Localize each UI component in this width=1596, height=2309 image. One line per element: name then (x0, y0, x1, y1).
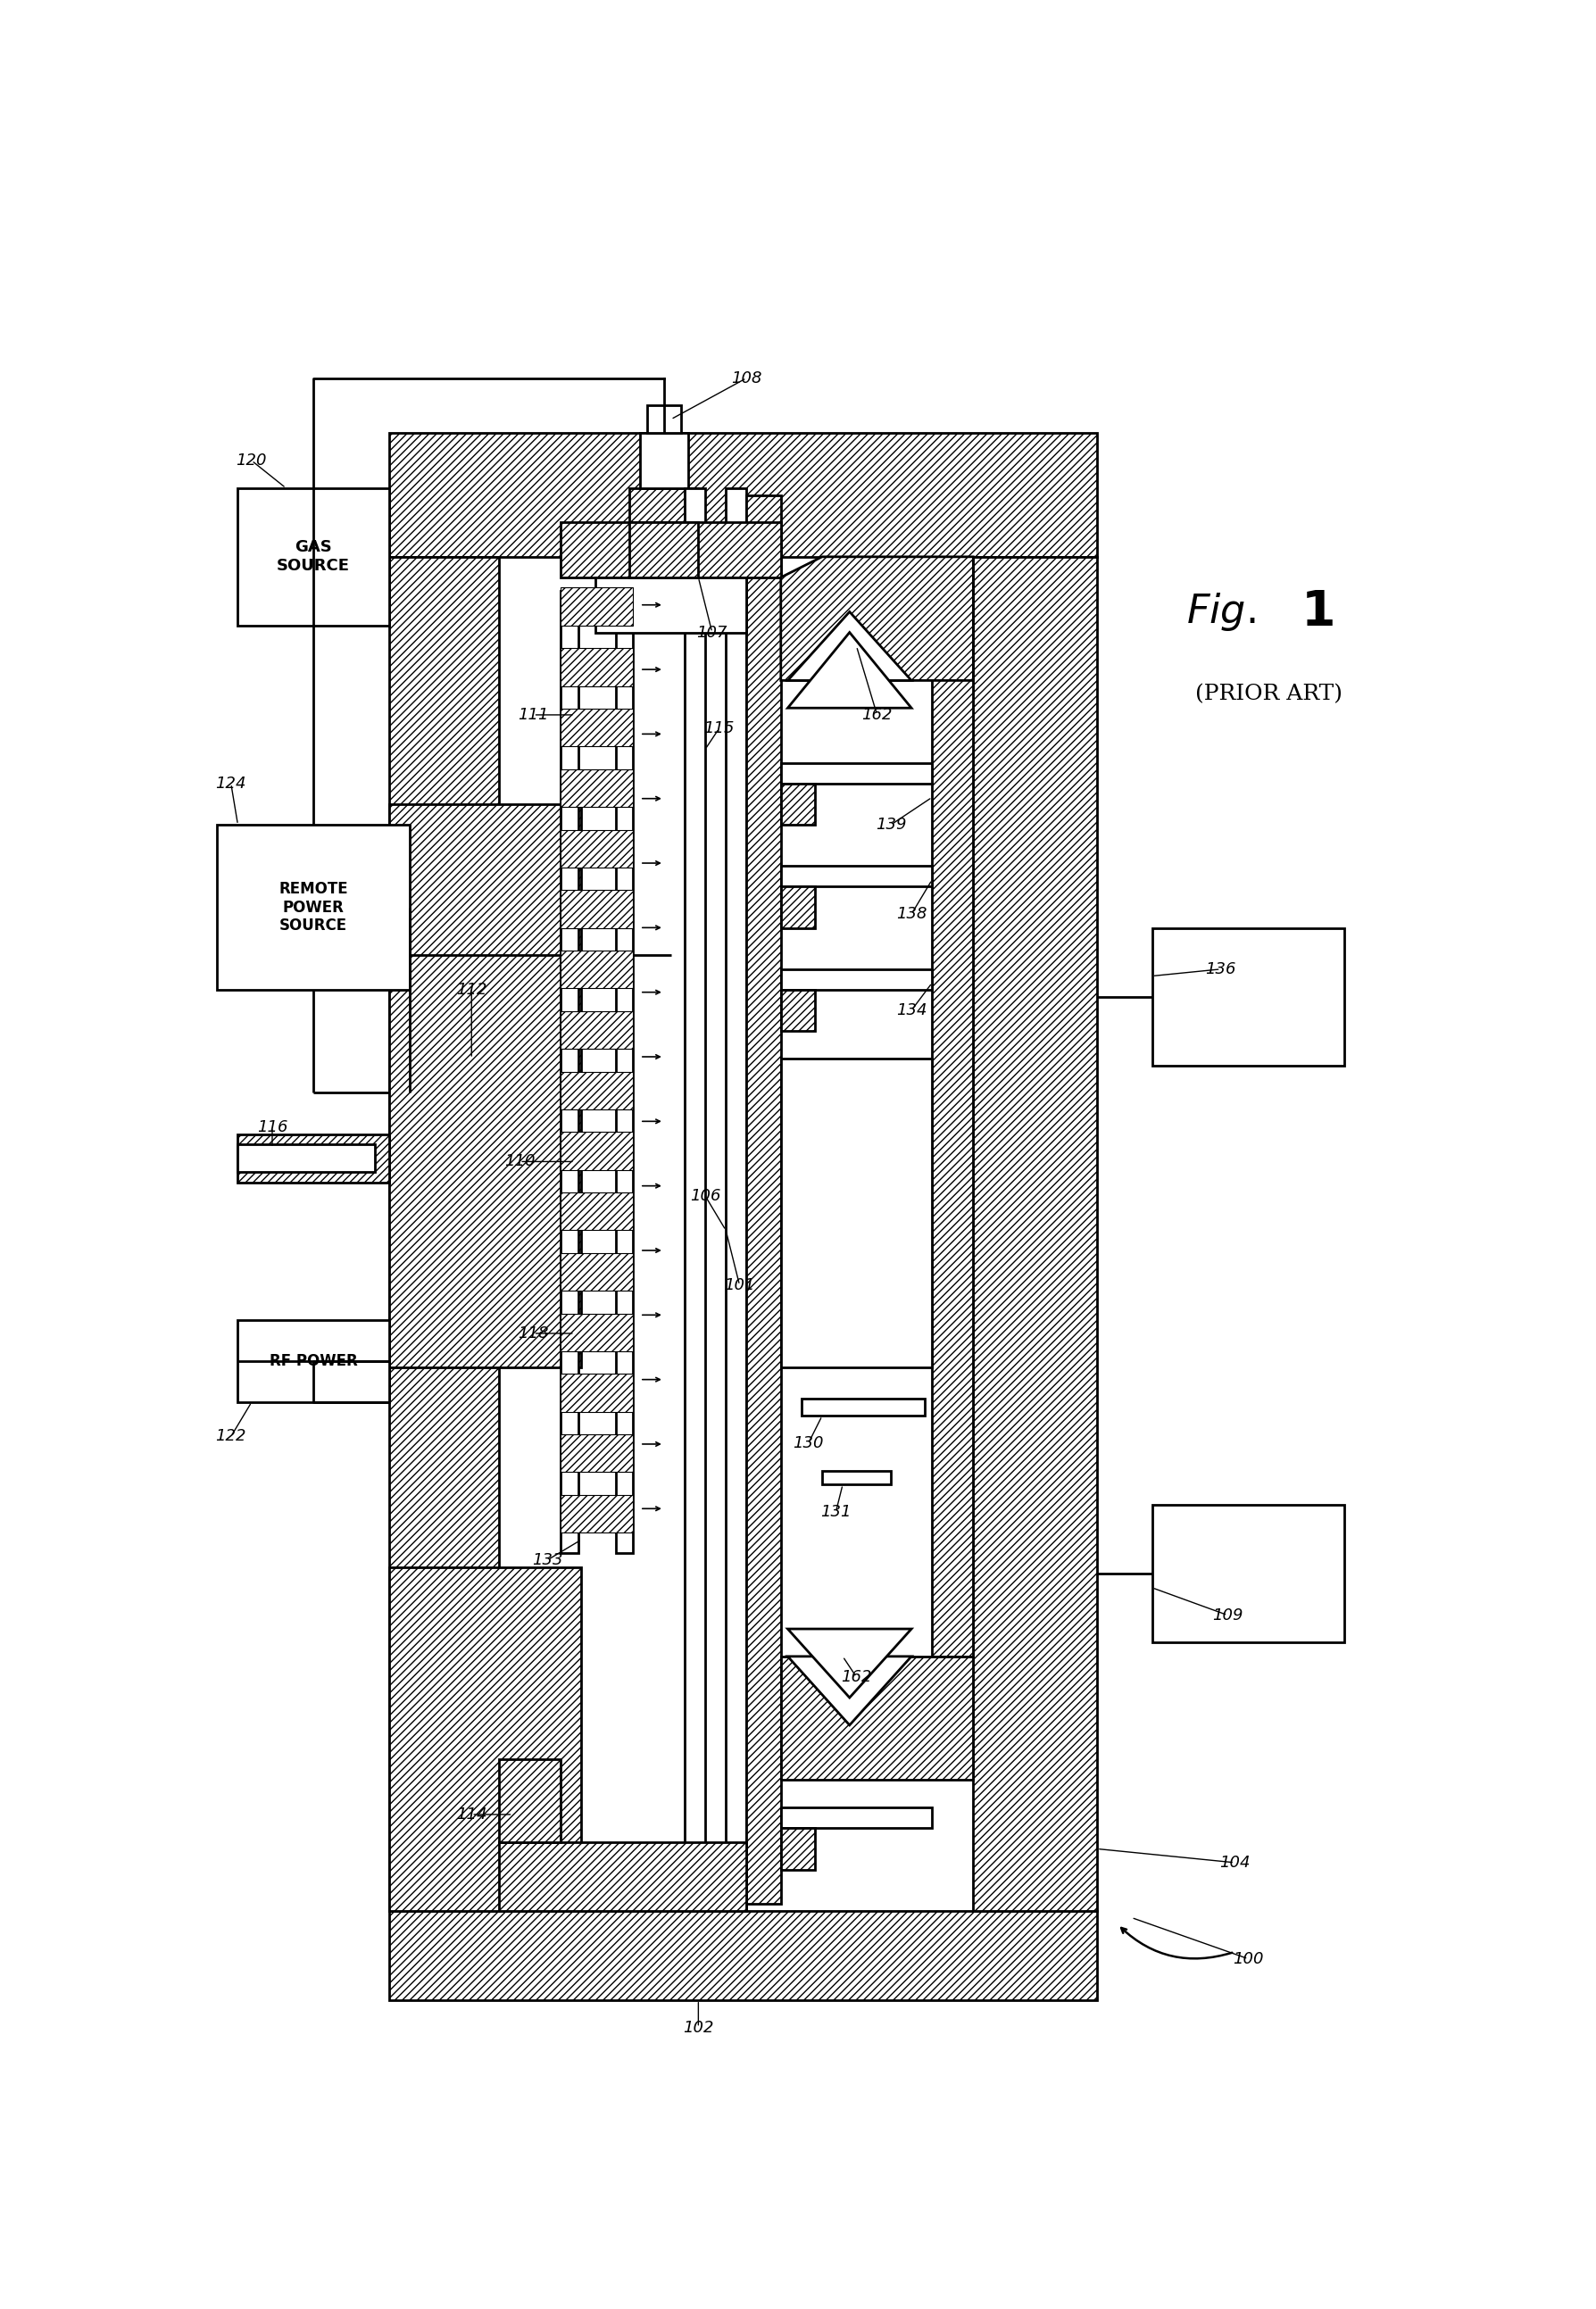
Text: 100: 100 (1232, 1951, 1264, 1967)
Bar (780, 887, 816, 928)
Text: 130: 130 (793, 1436, 824, 1452)
Text: 136: 136 (1205, 961, 1237, 977)
Polygon shape (788, 1628, 911, 1697)
Bar (560, 769, 634, 806)
Bar (560, 649, 634, 686)
Bar (238, 1145, 375, 1173)
Bar (780, 762, 932, 783)
Bar (780, 866, 932, 887)
Bar (560, 1131, 634, 1171)
Bar (560, 1434, 634, 1473)
Bar (560, 951, 634, 988)
Bar (780, 783, 816, 824)
Bar (560, 829, 634, 868)
Bar (560, 589, 634, 626)
Bar (389, 556, 500, 1910)
Text: $\mathit{Fig.}$: $\mathit{Fig.}$ (1186, 591, 1256, 633)
Text: 120: 120 (236, 453, 267, 469)
Bar (560, 1494, 634, 1533)
Bar (780, 1829, 816, 1870)
Text: 107: 107 (697, 623, 728, 640)
Bar (780, 991, 816, 1032)
Bar (238, 487, 389, 626)
Bar (616, 591, 634, 1554)
Bar (560, 709, 634, 746)
Polygon shape (780, 556, 974, 681)
Bar (640, 434, 688, 487)
Text: 114: 114 (456, 1806, 487, 1822)
Text: 111: 111 (519, 707, 549, 723)
Text: 110: 110 (504, 1154, 535, 1171)
Text: 124: 124 (215, 776, 246, 792)
Text: GAS
SOURCE: GAS SOURCE (276, 540, 350, 575)
Bar (932, 556, 974, 1656)
Bar (560, 889, 634, 928)
Text: 139: 139 (876, 817, 907, 834)
Bar (1152, 1505, 1344, 1642)
Bar (389, 1568, 581, 1910)
Polygon shape (780, 1656, 974, 1780)
Text: 104: 104 (1219, 1854, 1250, 1870)
Bar (217, 824, 410, 991)
Text: 131: 131 (820, 1503, 851, 1519)
Text: 101: 101 (725, 1277, 755, 1293)
Bar (685, 487, 705, 1910)
Text: 162: 162 (841, 1669, 871, 1686)
Bar (630, 522, 699, 577)
Bar (389, 434, 1096, 556)
Text: 118: 118 (519, 1325, 549, 1342)
Text: RF POWER: RF POWER (270, 1353, 358, 1369)
Text: 108: 108 (731, 369, 761, 386)
Bar (560, 1191, 634, 1231)
Bar (560, 1254, 634, 1291)
Text: $\mathbf{1}$: $\mathbf{1}$ (1301, 586, 1333, 637)
Bar (560, 1374, 634, 1411)
Text: 106: 106 (689, 1187, 721, 1203)
Polygon shape (788, 1656, 911, 1725)
Bar (560, 1071, 634, 1108)
Bar (822, 1471, 891, 1485)
Polygon shape (788, 633, 911, 709)
Bar (389, 804, 581, 1367)
Bar (500, 1759, 560, 1843)
Text: REMOTE
POWER
SOURCE: REMOTE POWER SOURCE (279, 880, 348, 933)
Text: 115: 115 (704, 720, 734, 737)
Bar (595, 577, 747, 633)
Bar (560, 522, 780, 577)
Text: 162: 162 (862, 707, 892, 723)
Bar (1152, 928, 1344, 1064)
Bar (974, 556, 1096, 1910)
Text: 122: 122 (215, 1429, 246, 1445)
Bar (801, 1399, 926, 1415)
Bar (780, 1058, 932, 1367)
Text: 116: 116 (257, 1120, 287, 1136)
Polygon shape (788, 612, 911, 681)
Bar (726, 487, 747, 1910)
Bar (630, 487, 699, 556)
Text: 112: 112 (456, 981, 487, 997)
Bar (780, 1808, 932, 1829)
Text: 133: 133 (531, 1552, 562, 1568)
Bar (238, 1321, 389, 1402)
Text: 102: 102 (683, 2020, 713, 2037)
Bar (780, 970, 932, 991)
Text: 109: 109 (1213, 1607, 1243, 1623)
Bar (560, 1011, 634, 1048)
Bar (389, 1910, 1096, 2000)
Bar (747, 494, 780, 1905)
Bar (646, 406, 681, 434)
Text: (PRIOR ART): (PRIOR ART) (1195, 683, 1342, 704)
Bar (238, 1134, 389, 1182)
Bar (500, 1843, 747, 1910)
Text: 134: 134 (895, 1002, 927, 1018)
Bar (560, 591, 578, 1554)
Bar (560, 1314, 634, 1351)
Text: 138: 138 (895, 905, 927, 921)
